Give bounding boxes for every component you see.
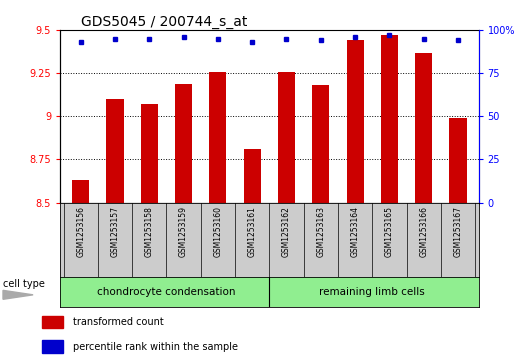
Text: GSM1253163: GSM1253163 xyxy=(316,206,325,257)
Bar xyxy=(381,35,398,203)
Text: chondrocyte condensation: chondrocyte condensation xyxy=(97,287,236,297)
Text: cell type: cell type xyxy=(3,280,45,289)
Text: GSM1253160: GSM1253160 xyxy=(213,206,222,257)
Text: GSM1253164: GSM1253164 xyxy=(350,206,360,257)
FancyBboxPatch shape xyxy=(42,316,63,328)
Text: percentile rank within the sample: percentile rank within the sample xyxy=(73,342,238,352)
Bar xyxy=(107,99,123,203)
Text: GSM1253156: GSM1253156 xyxy=(76,206,85,257)
Text: GDS5045 / 200744_s_at: GDS5045 / 200744_s_at xyxy=(81,15,247,29)
Text: GSM1253166: GSM1253166 xyxy=(419,206,428,257)
Text: transformed count: transformed count xyxy=(73,317,164,327)
Bar xyxy=(72,180,89,203)
Bar xyxy=(312,85,329,203)
Bar xyxy=(209,72,226,203)
Bar xyxy=(175,83,192,203)
Text: GSM1253162: GSM1253162 xyxy=(282,206,291,257)
FancyBboxPatch shape xyxy=(42,340,63,353)
Text: GSM1253159: GSM1253159 xyxy=(179,206,188,257)
Bar xyxy=(141,104,158,203)
Polygon shape xyxy=(3,290,33,299)
Bar xyxy=(244,149,261,203)
Text: GSM1253161: GSM1253161 xyxy=(248,206,257,257)
Text: GSM1253165: GSM1253165 xyxy=(385,206,394,257)
Bar xyxy=(347,41,363,203)
Text: GSM1253157: GSM1253157 xyxy=(110,206,120,257)
Text: GSM1253158: GSM1253158 xyxy=(145,206,154,257)
Bar xyxy=(415,53,432,203)
Bar xyxy=(449,118,467,203)
Text: GSM1253167: GSM1253167 xyxy=(453,206,462,257)
Bar xyxy=(278,72,295,203)
Text: remaining limb cells: remaining limb cells xyxy=(320,287,425,297)
